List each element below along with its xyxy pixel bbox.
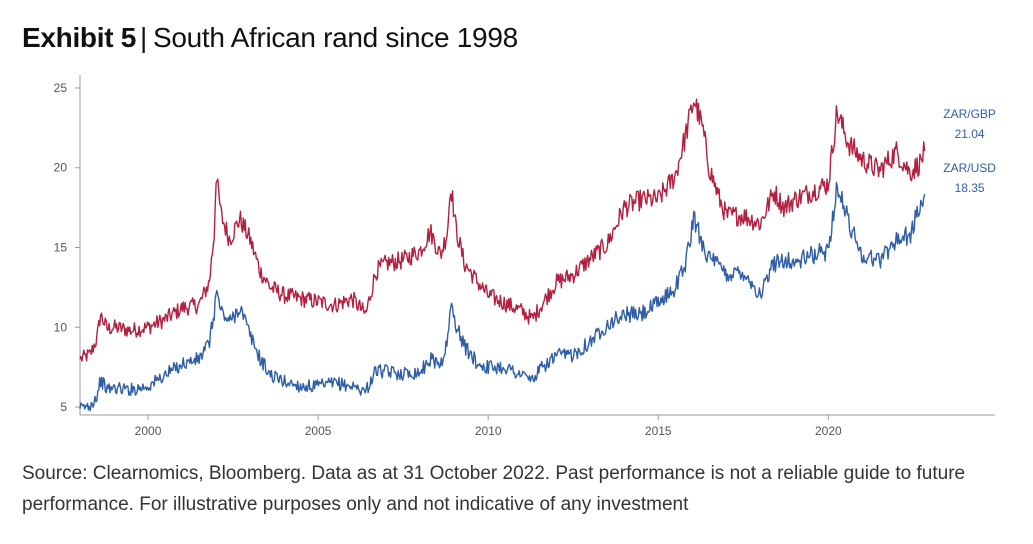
y-tick-label: 5 (60, 400, 67, 414)
y-tick-label: 10 (54, 320, 68, 334)
x-tick-label: 2010 (475, 424, 502, 438)
title-separator: | (140, 22, 147, 53)
chart-subtitle: South African rand since 1998 (152, 22, 518, 53)
series-line-zar-usd (79, 182, 926, 412)
x-tick-label: 2000 (135, 424, 162, 438)
source-footnote: Source: Clearnomics, Bloomberg. Data as … (22, 463, 966, 515)
chart-title: Exhibit 5 | South African rand since 1998 (22, 22, 518, 54)
y-tick-label: 15 (54, 241, 68, 255)
y-tick-label: 25 (54, 81, 68, 95)
y-tick-label: 20 (54, 161, 68, 175)
x-tick-label: 2005 (305, 424, 332, 438)
series-name-label: ZAR/GBP (943, 107, 996, 121)
x-tick-label: 2015 (645, 424, 672, 438)
exhibit-label: Exhibit 5 (22, 22, 136, 53)
series-end-value-label: 21.04 (955, 127, 985, 141)
x-tick-label: 2020 (815, 424, 842, 438)
series-line-zar-gbp (79, 98, 926, 362)
series-name-label: ZAR/USD (943, 161, 996, 175)
series-end-value-label: 18.35 (955, 181, 985, 195)
